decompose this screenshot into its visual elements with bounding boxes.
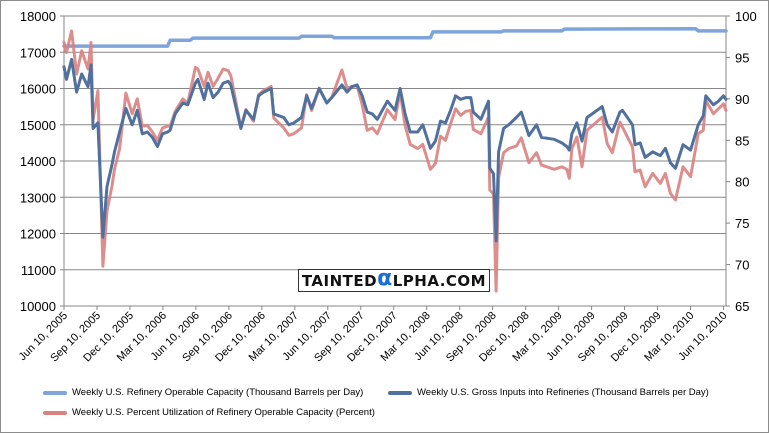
legend-item-capacity: Weekly U.S. Refinery Operable Capacity (…: [43, 387, 363, 398]
y-left-tick-label: 14000: [20, 154, 56, 169]
y-left-tick-label: 16000: [20, 82, 56, 97]
series-group: [62, 26, 728, 293]
legend-label-gross-inputs: Weekly U.S. Gross Inputs into Refineries…: [417, 387, 709, 398]
watermark-logo: TAINTED α LPHA.COM: [298, 265, 490, 292]
legend-item-gross-inputs: Weekly U.S. Gross Inputs into Refineries…: [388, 387, 709, 398]
y-left-tick-label: 10000: [20, 299, 56, 314]
watermark-text-post: LPHA.COM: [392, 271, 487, 290]
y-left-tick-label: 11000: [21, 263, 56, 278]
y-left-tick-label: 18000: [20, 9, 56, 24]
y-right-tick-label: 80: [735, 175, 749, 190]
y-right-tick-label: 95: [735, 50, 749, 65]
watermark-text-pre: TAINTED: [301, 271, 378, 290]
y-right-tick-label: 90: [735, 92, 749, 107]
y-right-tick-label: 65: [735, 299, 749, 314]
y-left-tick-label: 15000: [20, 118, 56, 133]
legend-swatch-gross-inputs: [388, 390, 412, 395]
y-right-tick-label: 75: [735, 216, 749, 231]
y-right-tick-label: 100: [735, 9, 757, 24]
utilization-line: [62, 29, 728, 293]
y-right-tick-label: 70: [735, 258, 749, 273]
y-left-tick-label: 13000: [20, 190, 56, 205]
y-left-tick-label: 17000: [20, 45, 56, 60]
watermark-alpha: α: [377, 265, 393, 291]
capacity-line: [62, 26, 728, 48]
legend-swatch-capacity: [43, 390, 67, 395]
gridlines: [64, 15, 726, 307]
legend-swatch-utilization: [43, 410, 67, 415]
legend-label-utilization: Weekly U.S. Percent Utilization of Refin…: [72, 407, 375, 418]
legend-label-capacity: Weekly U.S. Refinery Operable Capacity (…: [72, 387, 364, 398]
axes: [60, 15, 730, 310]
y-left-tick-label: 12000: [20, 227, 56, 242]
y-right-tick-label: 85: [735, 133, 749, 148]
gross-inputs-line: [62, 58, 728, 243]
legend-item-utilization: Weekly U.S. Percent Utilization of Refin…: [43, 407, 375, 418]
